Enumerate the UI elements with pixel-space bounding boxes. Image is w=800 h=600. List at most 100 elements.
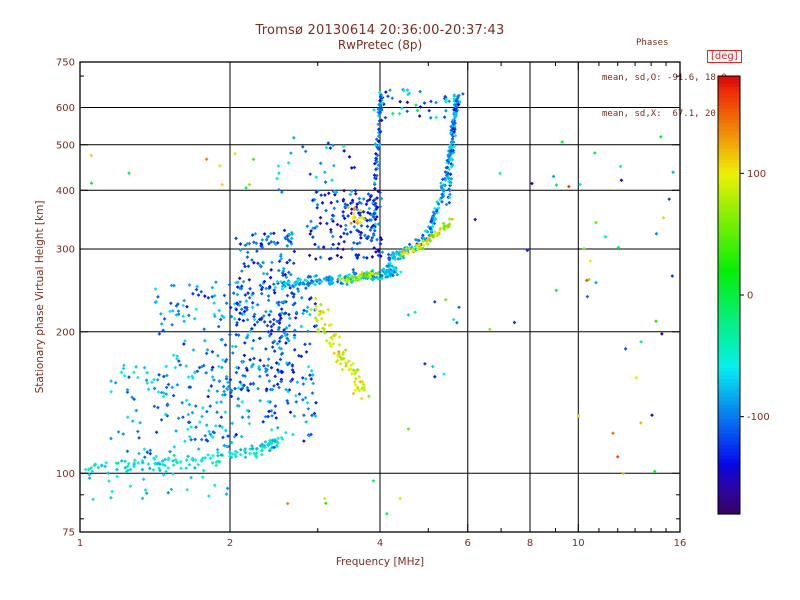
data-point [248,451,252,456]
colorbar-tick-label: 0 [747,291,753,302]
data-point [266,294,271,298]
data-point [594,220,598,225]
data-point [309,368,314,373]
data-point [327,281,332,286]
data-point [324,208,328,213]
data-point [374,156,378,161]
colorbar-swatch [718,134,740,139]
data-point [260,442,265,447]
data-point [228,332,232,337]
data-point [333,192,337,197]
data-point [450,137,455,141]
data-point [210,460,215,465]
data-point [247,421,252,426]
colorbar-swatch [718,163,740,168]
data-point [146,462,151,466]
y-tick-label: 500 [56,140,75,151]
colorbar-swatch [718,503,740,508]
data-point [349,221,353,226]
data-point [447,99,452,104]
data-point [300,144,305,149]
data-point [296,278,301,282]
data-point [200,414,204,419]
data-point [171,459,175,463]
data-point [391,256,395,260]
data-point [348,192,353,197]
data-point [340,356,345,361]
data-point [376,107,381,112]
data-point [425,238,430,243]
data-point [191,376,195,380]
data-point [138,420,143,425]
data-point [154,454,159,459]
data-point [254,451,259,455]
data-point [143,488,148,492]
data-point [245,250,250,255]
data-point [286,270,291,275]
data-point [190,457,194,461]
data-point [374,160,379,164]
data-point [318,161,323,166]
y-tick-label: 300 [56,245,75,256]
data-point [104,460,109,465]
colorbar-swatch [718,174,740,179]
colorbar-swatch [718,236,740,241]
colorbar-swatch [718,284,740,289]
data-point [116,430,121,434]
data-point [236,397,241,401]
data-point [280,351,285,356]
data-point [290,363,295,367]
data-point [214,280,218,285]
data-point [132,397,136,402]
data-point [269,428,274,432]
data-point [410,249,415,253]
data-point [291,302,296,307]
data-point [184,364,189,368]
data-point [418,89,422,94]
data-point [193,370,197,375]
colorbar-swatch [718,441,740,446]
data-point [263,439,268,444]
data-point [377,90,382,95]
data-point [154,300,159,304]
data-point [189,425,193,429]
data-point [659,135,663,139]
data-point [349,207,354,212]
data-point [176,302,180,306]
data-point [279,370,284,375]
data-point [240,415,245,420]
data-point [331,163,336,168]
data-point [271,340,275,345]
data-point [142,447,147,451]
data-point [349,166,354,170]
data-point [245,241,250,246]
data-point [276,370,281,374]
data-point [351,368,356,373]
data-point [353,376,358,381]
data-point [156,295,160,299]
data-point [566,184,571,189]
data-point [319,316,324,321]
data-point [171,353,176,358]
data-point [278,357,283,362]
data-point [145,381,150,386]
data-point [186,375,191,379]
colorbar-swatch [718,499,740,504]
data-point [272,288,276,293]
data-point [239,434,244,439]
data-point [421,243,426,247]
data-point [329,230,333,234]
data-point [267,241,271,246]
x-tick-label: 2 [227,538,233,549]
data-point [205,347,210,352]
data-point [210,294,215,299]
data-point [326,277,331,282]
data-point [422,101,427,105]
data-point [214,424,218,428]
colorbar-swatch [718,353,740,358]
data-point [268,275,273,280]
data-point [328,146,333,150]
data-point [150,380,154,384]
data-point [434,100,438,105]
data-point [343,202,348,206]
